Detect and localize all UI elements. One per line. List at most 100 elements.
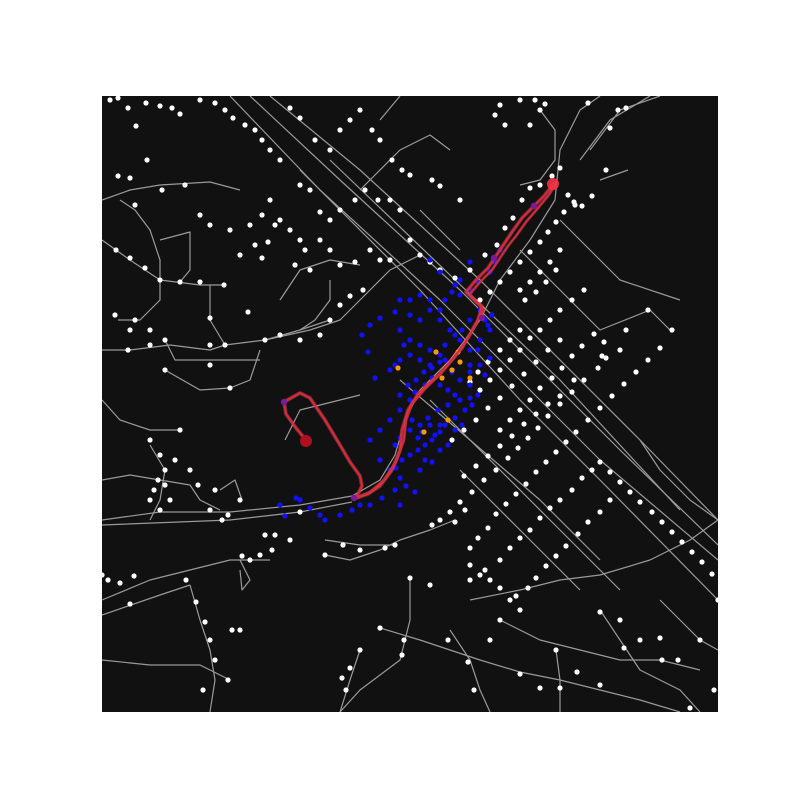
street-edge: [189, 584, 216, 712]
street-edge: [102, 399, 180, 431]
explored-node: [449, 289, 455, 295]
route-alt-line: [355, 183, 557, 499]
intersection-node: [535, 425, 541, 431]
explored-node: [457, 292, 463, 298]
intersection-node: [493, 511, 499, 517]
street-edge: [164, 339, 260, 361]
intersection-node: [157, 103, 163, 109]
explored-node: [452, 415, 458, 421]
intersection-node: [571, 199, 577, 205]
explored-node: [467, 395, 473, 401]
explored-node: [397, 392, 403, 398]
street-edge: [299, 169, 718, 601]
intersection-node: [603, 167, 609, 173]
intersection-node: [533, 411, 539, 417]
intersection-node: [467, 545, 473, 551]
street-edge: [102, 181, 241, 201]
intersection-node: [543, 563, 549, 569]
explored-node: [489, 312, 495, 318]
intersection-node: [467, 562, 473, 568]
intersection-node: [212, 487, 218, 493]
intersection-node: [607, 497, 613, 503]
intersection-node: [287, 537, 293, 543]
intersection-node: [543, 279, 549, 285]
intersection-node: [183, 577, 189, 583]
map-canvas[interactable]: [102, 96, 718, 712]
route-line: [282, 181, 557, 500]
intersection-node: [375, 197, 381, 203]
intersection-node: [627, 489, 633, 495]
street-edge: [279, 259, 361, 301]
intersection-node: [569, 389, 575, 395]
intersection-node: [597, 405, 603, 411]
intersection-node: [493, 467, 499, 473]
intersection-node: [645, 357, 651, 363]
intersection-node: [481, 477, 487, 483]
explored-node: [415, 435, 421, 441]
intersection-node: [581, 377, 587, 383]
intersection-node: [579, 475, 585, 481]
explored-node: [405, 382, 411, 388]
intersection-node: [132, 202, 138, 208]
street-edge: [429, 399, 621, 591]
explored-node: [442, 342, 448, 348]
intersection-node: [429, 522, 435, 528]
explored-node: [442, 357, 448, 363]
explored-node: [413, 377, 419, 383]
intersection-node: [621, 381, 627, 387]
intersection-node: [352, 259, 358, 265]
intersection-node: [272, 222, 278, 228]
intersection-node: [307, 187, 313, 193]
explored-node: [429, 365, 435, 371]
explored-node: [397, 357, 403, 363]
street-edge: [419, 209, 461, 251]
street-network-map[interactable]: [102, 96, 718, 712]
explored-node: [477, 362, 483, 368]
intersection-node: [565, 192, 571, 198]
intersection-node: [537, 107, 543, 113]
intersection-node: [257, 552, 263, 558]
intersection-node: [549, 173, 555, 179]
intersection-node: [617, 347, 623, 353]
intersection-node: [477, 572, 483, 578]
intersection-node: [527, 279, 533, 285]
explored-node: [432, 432, 438, 438]
street-edge: [579, 96, 651, 161]
street-edge: [379, 96, 401, 121]
street-edge: [399, 379, 601, 561]
frontier-node: [433, 349, 439, 355]
intersection-node: [522, 297, 528, 303]
intersection-node: [357, 547, 363, 553]
intersection-node: [542, 101, 548, 107]
explored-node: [477, 337, 483, 343]
intersection-node: [302, 247, 308, 253]
intersection-node: [429, 177, 435, 183]
intersection-node: [112, 312, 118, 318]
intersection-node: [259, 212, 265, 218]
intersection-node: [497, 279, 503, 285]
intersection-node: [603, 355, 609, 361]
intersection-node: [327, 317, 333, 323]
explored-node: [437, 382, 443, 388]
intersection-node: [599, 353, 605, 359]
intersection-node: [197, 212, 203, 218]
intersection-node: [225, 677, 231, 683]
intersection-node: [532, 97, 538, 103]
route-node: [350, 494, 358, 502]
route-node: [530, 202, 538, 210]
intersection-node: [272, 532, 278, 538]
frontier-node: [395, 365, 401, 371]
intersection-node: [569, 487, 575, 493]
explored-node: [397, 502, 403, 508]
intersection-node: [617, 479, 623, 485]
explored-node: [452, 282, 458, 288]
frontier-node: [445, 417, 451, 423]
frontier-node: [467, 375, 473, 381]
explored-node: [457, 277, 463, 283]
intersection-node: [497, 557, 503, 563]
intersection-node: [494, 242, 500, 248]
explored-node: [425, 415, 431, 421]
intersection-node: [343, 687, 349, 693]
intersection-node: [277, 332, 283, 338]
intersection-node: [607, 469, 613, 475]
